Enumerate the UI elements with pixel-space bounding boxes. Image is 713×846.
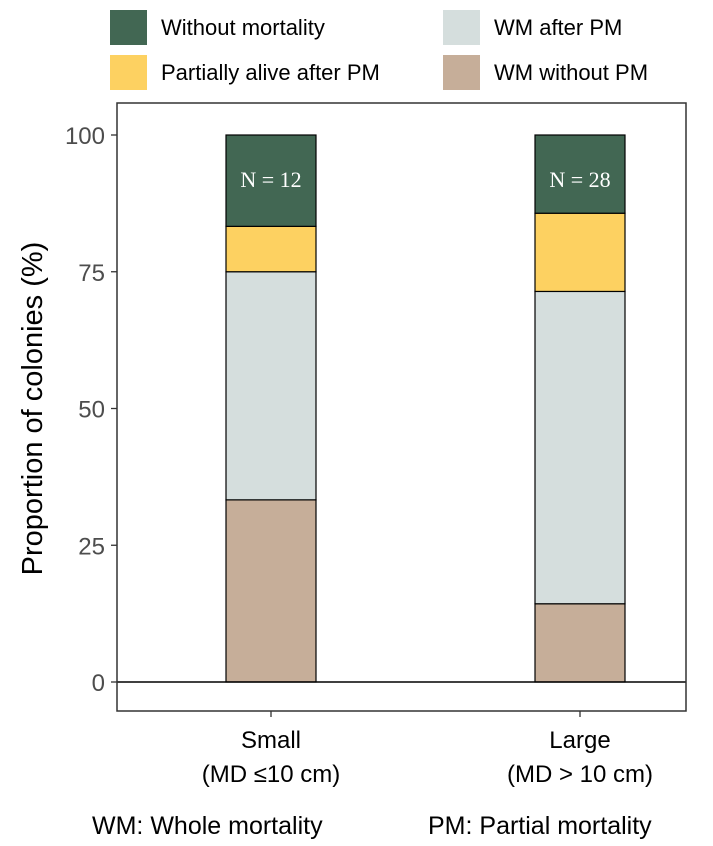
bar-segment bbox=[225, 271, 317, 501]
legend: Without mortality WM after PM Partially … bbox=[0, 0, 713, 100]
y-tick-label: 75 bbox=[78, 260, 105, 287]
legend-item-without-mortality: Without mortality bbox=[110, 10, 325, 45]
footnote-pm: PM: Partial mortality bbox=[428, 812, 652, 840]
legend-swatch bbox=[443, 55, 480, 90]
legend-label: Without mortality bbox=[161, 14, 325, 40]
y-axis-label: Proportion of colonies (%) bbox=[17, 242, 49, 576]
bar-segment bbox=[225, 134, 317, 227]
legend-swatch bbox=[110, 55, 147, 90]
y-tick-label: 50 bbox=[78, 397, 105, 424]
y-tick-label: 100 bbox=[65, 123, 105, 150]
y-tick-label: 25 bbox=[78, 533, 105, 560]
x-tick-label: Small bbox=[241, 727, 301, 754]
bar-segment bbox=[225, 499, 317, 683]
legend-label: WM without PM bbox=[494, 59, 649, 85]
legend-label: Partially alive after PM bbox=[161, 59, 380, 85]
bar-segment bbox=[534, 134, 626, 214]
stacked-bar-chart: 0 25 50 75 100 N = 12 Small (MD ≤10 cm) N = 28 La… bbox=[17, 102, 687, 788]
legend-item-wm-after-pm: WM after PM bbox=[443, 10, 622, 45]
x-tick-label: (MD ≤10 cm) bbox=[202, 761, 341, 788]
legend-item-wm-without-pm: WM without PM bbox=[443, 55, 648, 90]
bar-segment bbox=[225, 225, 317, 273]
bar-segment bbox=[534, 603, 626, 683]
x-tick-label: Large bbox=[549, 727, 610, 754]
bar-annotation: N = 12 bbox=[240, 167, 301, 192]
legend-swatch bbox=[110, 10, 147, 45]
footnote-wm: WM: Whole mortality bbox=[92, 812, 323, 840]
legend-swatch bbox=[443, 10, 480, 45]
bar-annotation: N = 28 bbox=[549, 167, 610, 192]
bar-segment bbox=[534, 290, 626, 605]
legend-item-partially-alive: Partially alive after PM bbox=[110, 55, 380, 90]
legend-label: WM after PM bbox=[494, 14, 623, 40]
y-tick-label: 0 bbox=[92, 670, 105, 697]
bar-segment bbox=[534, 212, 626, 293]
plot-border bbox=[116, 102, 687, 712]
x-tick-label: (MD > 10 cm) bbox=[507, 761, 653, 788]
